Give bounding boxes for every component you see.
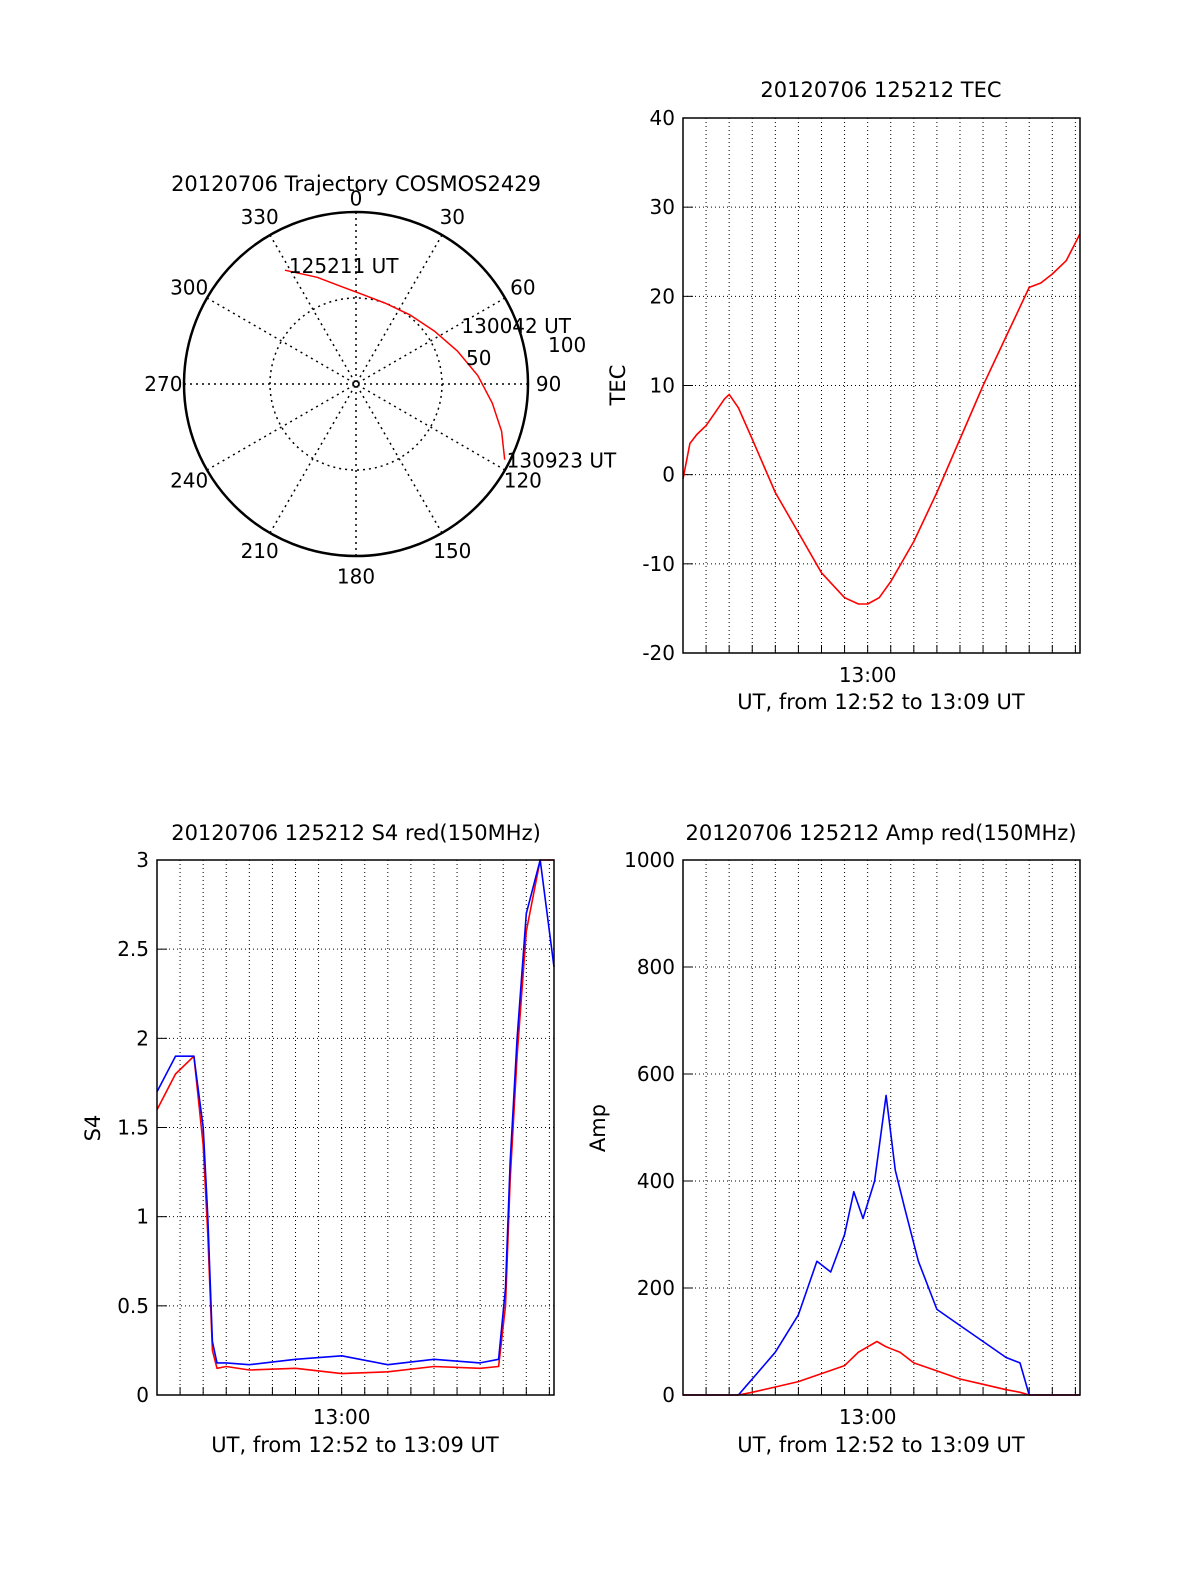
y-tick-label: 3 — [136, 848, 149, 872]
y-tick-label: 0 — [662, 1383, 675, 1407]
y-tick-label: 600 — [637, 1062, 675, 1086]
y-tick-label: 800 — [637, 955, 675, 979]
radial-label: 50 — [466, 346, 491, 370]
x-tick-label: 13:00 — [313, 1405, 371, 1429]
y-tick-label: 400 — [637, 1169, 675, 1193]
azimuth-label: 60 — [510, 276, 535, 300]
tec-xlabel: UT, from 12:52 to 13:09 UT — [737, 690, 1025, 714]
y-tick-label: 1 — [136, 1205, 149, 1229]
y-tick-label: 40 — [650, 106, 675, 130]
amp-panel: 20120706 125212 Amp red(150MHz) 0 200 400 6… — [586, 821, 1081, 1457]
azimuth-label: 30 — [440, 205, 465, 229]
azimuth-label: 300 — [170, 276, 208, 300]
y-tick-label: 2.5 — [117, 937, 149, 961]
y-tick-label: 2 — [136, 1026, 149, 1050]
plot-frame — [682, 117, 1081, 654]
x-tick-label: 13:00 — [839, 1405, 897, 1429]
series-line — [683, 1340, 1080, 1396]
azimuth-label: 150 — [433, 539, 471, 563]
polar-labels: 0 30 60 90 120 150 180 210 240 270 300 330 50 100 1252… — [144, 186, 617, 588]
tec-ylabel: TEC — [606, 365, 630, 407]
s4-panel: 20120706 125212 S4 red(150MHz) 0 0.5 1 1.5 2… — [81, 821, 555, 1457]
azimuth-label: 330 — [241, 205, 279, 229]
trajectory-track — [284, 269, 506, 460]
radial-label: 100 — [548, 333, 586, 357]
y-tick-label: 0 — [136, 1383, 149, 1407]
azimuth-label: 0 — [350, 186, 363, 210]
azimuth-label: 210 — [241, 539, 279, 563]
y-tick-label: 0 — [662, 463, 675, 487]
series-line — [156, 859, 554, 1375]
azimuth-label: 120 — [504, 468, 542, 492]
y-tick-label: 1000 — [624, 848, 675, 872]
tec-title: 20120706 125212 TEC — [760, 78, 1001, 102]
trajectory-line — [284, 269, 506, 460]
y-tick-label: 20 — [650, 284, 675, 308]
azimuth-label: 90 — [536, 372, 561, 396]
amp-xlabel: UT, from 12:52 to 13:09 UT — [737, 1433, 1025, 1457]
y-tick-label: 1.5 — [117, 1116, 149, 1140]
azimuth-label: 240 — [170, 468, 208, 492]
time-annotation: 130923 UT — [507, 449, 617, 473]
y-tick-label: 10 — [650, 374, 675, 398]
s4-plot: 0 0.5 1 1.5 2 2.5 3 13:00 — [117, 848, 555, 1429]
y-tick-label: -20 — [642, 641, 675, 665]
time-annotation: 130042 UT — [461, 314, 571, 338]
series-line — [682, 233, 1081, 605]
amp-ylabel: Amp — [586, 1104, 610, 1152]
amp-plot: 0 200 400 600 800 1000 13:00 — [624, 848, 1081, 1429]
azimuth-label: 180 — [337, 565, 375, 589]
tec-panel: 20120706 125212 TEC -20 -10 0 10 20 30 40 13:00… — [606, 78, 1081, 714]
y-tick-label: -10 — [642, 552, 675, 576]
plot-frame — [156, 859, 555, 1396]
series-line — [683, 1094, 1080, 1396]
polar-grid — [182, 210, 530, 558]
y-tick-label: 0.5 — [117, 1294, 149, 1318]
polar-title: 20120706 Trajectory COSMOS2429 — [171, 172, 541, 196]
azimuth-label: 270 — [144, 372, 182, 396]
y-tick-label: 30 — [650, 195, 675, 219]
s4-xlabel: UT, from 12:52 to 13:09 UT — [211, 1433, 499, 1457]
amp-title: 20120706 125212 Amp red(150MHz) — [685, 821, 1076, 845]
plot-frame — [682, 859, 1081, 1396]
s4-title: 20120706 125212 S4 red(150MHz) — [171, 821, 541, 845]
trajectory-polar-plot: 20120706 Trajectory COSMOS2429 0 30 60 90 12… — [144, 172, 617, 589]
s4-ylabel: S4 — [81, 1115, 105, 1142]
tec-plot: -20 -10 0 10 20 30 40 13:00 — [642, 106, 1081, 687]
y-tick-label: 200 — [637, 1276, 675, 1300]
x-tick-label: 13:00 — [839, 663, 897, 687]
series-line — [156, 859, 555, 1366]
time-annotation: 125211 UT — [289, 254, 399, 278]
